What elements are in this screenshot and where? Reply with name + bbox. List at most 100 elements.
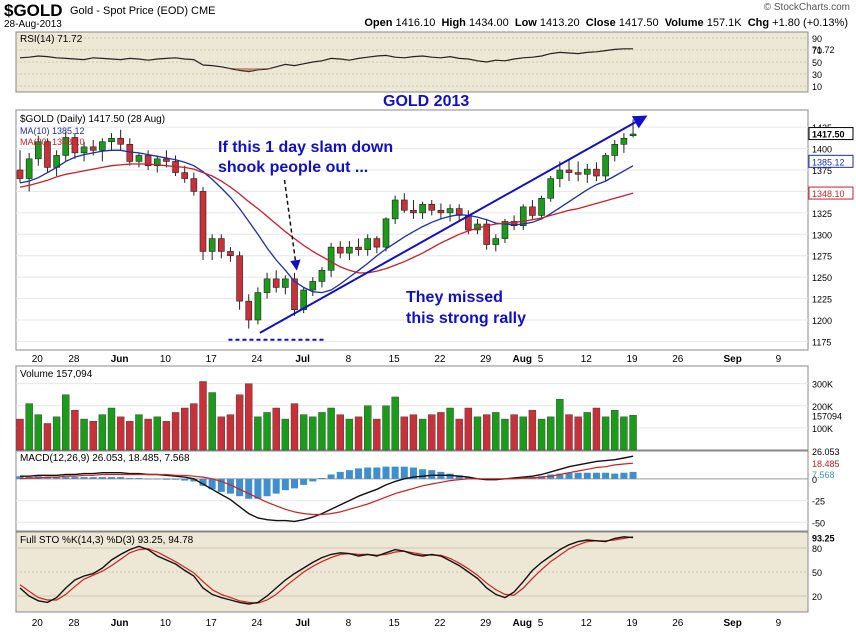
macd-histogram-bar — [208, 478, 216, 490]
candle — [245, 294, 253, 329]
macd-latest-label: 18.485 — [812, 459, 840, 469]
macd-latest-label: 26.053 — [812, 447, 840, 457]
volume-bar — [409, 414, 418, 451]
x-tick-label: Jun — [111, 354, 129, 365]
candle-body — [163, 158, 170, 162]
volume-tick-label: 200K — [812, 402, 833, 412]
macd-histogram-bar — [592, 472, 600, 479]
candle — [153, 155, 161, 173]
macd-histogram-bar — [373, 467, 381, 479]
candle-body — [34, 141, 42, 160]
x-tick-label: 28 — [68, 618, 80, 629]
candle — [199, 187, 207, 260]
candle — [336, 241, 344, 259]
open-value: 1416.10 — [395, 17, 436, 29]
volume-tick-label: 100K — [812, 424, 833, 434]
macd-histogram-bar — [98, 477, 106, 479]
candle-body — [199, 191, 207, 252]
stockcharts-logo[interactable]: © StockCharts.com — [763, 2, 850, 13]
close-value: 1417.50 — [618, 17, 659, 29]
macd-histogram-bar — [16, 476, 24, 479]
candle — [602, 152, 609, 182]
macd-histogram-bar — [620, 472, 628, 479]
macd-histogram-bar — [409, 467, 417, 479]
macd-histogram-bar — [172, 478, 180, 480]
candle — [108, 133, 115, 151]
volume-bar — [620, 416, 628, 451]
macd-legend: MACD(12,26,9) 26.053, 18.485, 7.568 — [20, 453, 190, 464]
candle — [373, 236, 381, 254]
candle-body — [80, 146, 88, 154]
candle-body — [89, 146, 97, 151]
candle — [382, 217, 390, 252]
macd-histogram-bar — [464, 477, 472, 479]
volume-bar — [62, 394, 70, 451]
candle — [492, 234, 500, 252]
x-tick-label: 8 — [346, 354, 352, 365]
x-tick-label: 22 — [434, 354, 446, 365]
price-tick-label: 1325 — [812, 209, 832, 219]
candle-body — [318, 269, 326, 282]
volume-label: Volume — [664, 17, 704, 29]
candle — [236, 251, 243, 310]
exchange: CME — [191, 5, 216, 17]
candle-body — [282, 278, 289, 288]
macd-line — [20, 455, 634, 523]
macd-histogram-bar — [565, 472, 573, 479]
x-tick-label: 9 — [776, 618, 782, 629]
candle — [254, 287, 262, 325]
volume-bar — [583, 412, 591, 451]
volume-bar — [446, 407, 454, 451]
candle-body — [218, 238, 225, 252]
volume-bar — [126, 421, 134, 451]
x-tick-label: 29 — [480, 618, 492, 629]
price-marker-box — [808, 186, 854, 200]
candle — [327, 242, 335, 278]
macd-histogram-bar — [144, 478, 152, 480]
volume-bar — [43, 423, 52, 451]
candle-body — [181, 172, 188, 179]
macd-histogram-bar — [181, 478, 189, 481]
macd-tick-label: -50 — [812, 518, 825, 528]
candle-body — [245, 300, 253, 321]
rsi-oversold-fill — [244, 68, 254, 72]
macd-histogram-bar — [226, 478, 234, 494]
candle — [400, 193, 408, 213]
price-tick-label: 1200 — [812, 316, 832, 326]
candle-body — [208, 238, 216, 252]
open-label: Open — [364, 17, 393, 29]
x-tick-label: 12 — [581, 618, 593, 629]
price-tick-label: 1250 — [812, 273, 832, 283]
symbol-description: Gold - Spot Price (EOD) CME — [70, 5, 216, 17]
macd-histogram-bar — [355, 468, 363, 479]
chart-date: 28-Aug-2013 — [4, 19, 62, 30]
annotation-line-4: this strong rally — [406, 310, 526, 327]
volume-bar — [364, 405, 372, 451]
ma20-legend: MA(20) 1348.10 — [20, 137, 85, 147]
low-label: Low — [514, 17, 537, 29]
price-panel: 1175120012251250127513001325135013751400… — [15, 93, 854, 365]
macd-histogram-bar — [291, 478, 298, 489]
x-tick-label: 17 — [206, 354, 218, 365]
x-tick-label: Aug — [513, 354, 532, 365]
macd-histogram-bar — [117, 477, 125, 479]
candle-body — [574, 172, 582, 175]
candle — [583, 164, 591, 183]
candle-body — [327, 246, 335, 271]
candle — [529, 200, 536, 219]
macd-histogram-bar — [89, 477, 97, 479]
candle — [181, 165, 188, 183]
volume-bar — [611, 410, 619, 451]
volume-bar — [107, 407, 116, 451]
x-tick-label: 26 — [672, 618, 684, 629]
volume-bar — [52, 416, 61, 451]
macd-histogram-bar — [309, 478, 317, 482]
candle — [593, 162, 600, 182]
volume-bar — [309, 416, 317, 451]
candle — [71, 133, 79, 159]
x-tick-label: Jul — [295, 354, 310, 365]
sto-tick-label: 20 — [812, 592, 822, 602]
candle-body — [300, 289, 307, 311]
volume-value: 157.1K — [706, 17, 742, 29]
